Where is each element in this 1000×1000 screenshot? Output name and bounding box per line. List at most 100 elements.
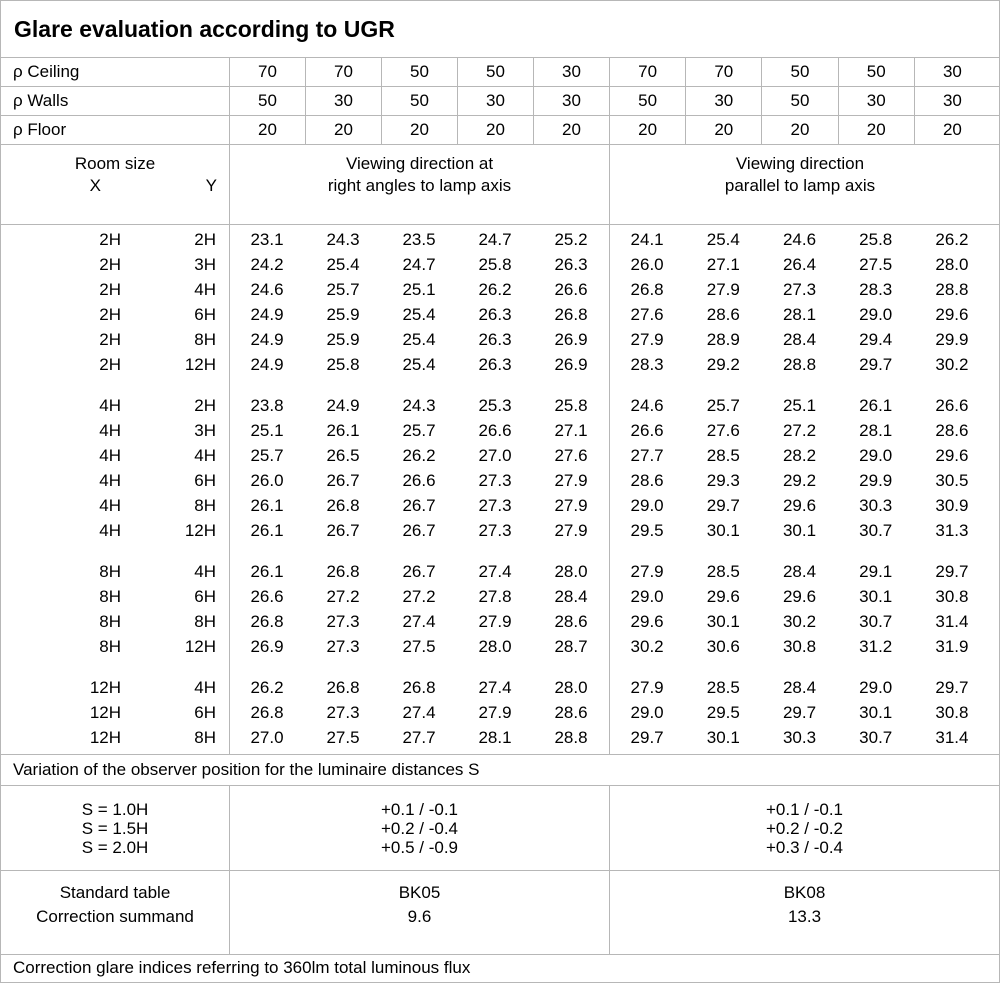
ugr-value: 28.6 xyxy=(935,421,969,440)
standard-table-label: Standard table xyxy=(59,883,171,902)
ugr-value: 27.3 xyxy=(782,280,817,299)
ugr-value: 28.4 xyxy=(554,587,588,606)
ugr-value: 27.9 xyxy=(706,280,740,299)
variation-value: +0.5 / -0.9 xyxy=(380,837,459,857)
ugr-values-parallel: 28.6 29.3 29.2 29.9 30.5 xyxy=(609,468,999,493)
ugr-values-parallel: 28.3 29.2 28.8 29.7 30.2 xyxy=(609,352,999,377)
reflectance-value: 30 xyxy=(685,87,761,115)
room-size-cells: 2H 4H xyxy=(1,277,229,302)
ugr-value: 27.4 xyxy=(478,678,512,697)
ugr-value: 26.6 xyxy=(554,280,588,299)
ugr-value: 29.7 xyxy=(782,703,817,722)
ugr-value: 27.3 xyxy=(478,471,512,490)
ugr-value: 27.9 xyxy=(630,330,664,349)
ugr-row: 8H 4H 26.1 26.8 26.7 27.4 28.0 27.9 28.5… xyxy=(1,559,999,584)
ugr-row: 12H 6H 26.8 27.3 27.4 27.9 28.6 29.0 29.… xyxy=(1,700,999,725)
ugr-value: 29.9 xyxy=(935,330,969,349)
ugr-value: 26.6 xyxy=(935,396,969,415)
ugr-value: 27.9 xyxy=(630,678,664,697)
ugr-values-right-angles: 24.9 25.9 25.4 26.3 26.9 xyxy=(229,327,609,352)
standard-table-value: BK05 xyxy=(398,883,441,902)
room-x-value: 8H xyxy=(99,612,121,631)
ugr-value: 30.5 xyxy=(935,471,969,490)
variation-value: +0.2 / -0.2 xyxy=(765,818,844,838)
ugr-value: 27.9 xyxy=(554,471,588,490)
ugr-value: 30.1 xyxy=(859,703,893,722)
ugr-values-right-angles: 26.1 26.8 26.7 27.3 27.9 xyxy=(229,493,609,518)
ugr-value: 27.7 xyxy=(402,728,436,747)
ugr-values-parallel: 26.0 27.1 26.4 27.5 28.0 xyxy=(609,252,999,277)
room-y-value: 6H xyxy=(194,587,216,606)
ugr-value: 29.6 xyxy=(706,587,740,606)
ugr-value: 27.5 xyxy=(402,637,436,656)
ugr-value: 24.9 xyxy=(250,330,284,349)
ugr-value: 26.3 xyxy=(478,305,512,324)
ugr-value: 28.4 xyxy=(782,562,817,581)
reflectance-row-label: ρ Walls xyxy=(13,91,69,110)
heading-parallel-line1: Viewing direction xyxy=(735,154,865,173)
variation-note: Variation of the observer position for t… xyxy=(1,755,999,786)
ugr-value: 25.1 xyxy=(402,280,436,299)
room-size-header: Room size X Y xyxy=(1,145,229,224)
ugr-value: 30.7 xyxy=(859,728,893,747)
ugr-values-right-angles: 26.2 26.8 26.8 27.4 28.0 xyxy=(229,675,609,700)
standard-table-value: BK08 xyxy=(783,883,826,902)
ugr-value: 29.7 xyxy=(859,355,893,374)
ugr-row: 4H 2H 23.8 24.9 24.3 25.3 25.8 24.6 25.7… xyxy=(1,393,999,418)
room-x-value: 12H xyxy=(89,678,121,697)
ugr-value: 25.7 xyxy=(402,421,436,440)
ugr-values-parallel: 26.8 27.9 27.3 28.3 28.8 xyxy=(609,277,999,302)
ugr-value: 27.2 xyxy=(326,587,360,606)
ugr-value: 27.6 xyxy=(706,421,740,440)
ugr-value: 26.3 xyxy=(478,355,512,374)
ugr-value: 29.6 xyxy=(630,612,664,631)
room-y-value: 12H xyxy=(184,637,216,656)
heading-right-angles-line2: right angles to lamp axis xyxy=(327,176,512,195)
ugr-value: 29.5 xyxy=(630,521,664,540)
ugr-value: 23.1 xyxy=(250,230,284,249)
reflectance-value: 30 xyxy=(837,87,914,115)
room-x-value: 2H xyxy=(99,305,121,324)
ugr-value: 27.4 xyxy=(478,562,512,581)
ugr-values-parallel: 27.6 28.6 28.1 29.0 29.6 xyxy=(609,302,999,327)
ugr-values-right-angles: 23.1 24.3 23.5 24.7 25.2 xyxy=(229,227,609,252)
room-x-value: 8H xyxy=(99,587,121,606)
y-axis-label: Y xyxy=(205,176,217,195)
ugr-value: 27.7 xyxy=(630,446,664,465)
ugr-values-parallel: 29.5 30.1 30.1 30.7 31.3 xyxy=(609,518,999,543)
ugr-values-parallel: 30.2 30.6 30.8 31.2 31.9 xyxy=(609,634,999,659)
room-x-value: 2H xyxy=(99,280,121,299)
ugr-value: 27.0 xyxy=(250,728,284,747)
reflectance-value: 70 xyxy=(685,58,761,86)
ugr-value: 27.5 xyxy=(859,255,893,274)
ugr-value: 26.3 xyxy=(554,255,588,274)
ugr-value: 26.7 xyxy=(326,521,360,540)
room-size-cells: 4H 4H xyxy=(1,443,229,468)
room-size-cells: 2H 3H xyxy=(1,252,229,277)
spacing-labels: S = 1.0H S = 1.5H S = 2.0H xyxy=(1,786,229,870)
room-y-value: 8H xyxy=(194,728,216,747)
room-x-value: 4H xyxy=(99,471,121,490)
ugr-values-right-angles: 26.9 27.3 27.5 28.0 28.7 xyxy=(229,634,609,659)
ugr-value: 24.9 xyxy=(250,355,284,374)
room-y-value: 6H xyxy=(194,703,216,722)
ugr-value: 27.6 xyxy=(554,446,588,465)
ugr-value: 25.9 xyxy=(326,305,360,324)
reflectance-value: 20 xyxy=(761,116,837,144)
ugr-value: 27.2 xyxy=(402,587,436,606)
ugr-value: 29.0 xyxy=(859,305,893,324)
ugr-values-right-angles: 26.1 26.7 26.7 27.3 27.9 xyxy=(229,518,609,543)
ugr-value: 26.8 xyxy=(326,496,360,515)
ugr-value: 29.1 xyxy=(859,562,893,581)
reflectance-row: ρ Floor 20 20 20 20 20 20 20 20 20 20 xyxy=(1,116,999,145)
room-y-value: 12H xyxy=(184,521,216,540)
ugr-value: 27.1 xyxy=(554,421,588,440)
ugr-value: 29.7 xyxy=(706,496,740,515)
footer-note: Correction glare indices referring to 36… xyxy=(13,958,471,977)
ugr-value: 31.4 xyxy=(935,612,969,631)
ugr-value: 30.1 xyxy=(782,521,817,540)
ugr-value: 28.4 xyxy=(782,678,817,697)
variation-values-right-angles: +0.1 / -0.1 +0.2 / -0.4 +0.5 / -0.9 xyxy=(229,786,609,870)
ugr-value: 27.4 xyxy=(402,612,436,631)
